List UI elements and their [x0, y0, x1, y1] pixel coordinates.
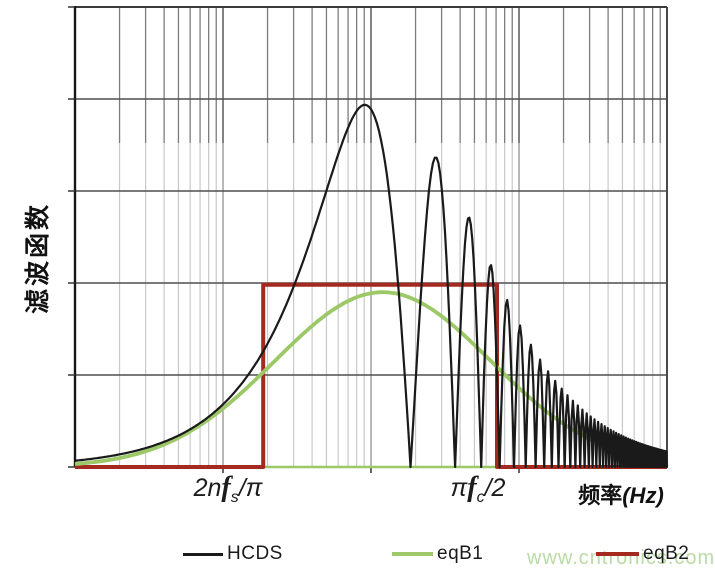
hcds-curve — [74, 103, 669, 469]
tick1-f: f — [221, 472, 231, 503]
legend-item-eqB2: eqB2 — [596, 543, 689, 565]
x-axis-label: 频率(Hz) — [578, 478, 664, 510]
legend-item-HCDS: HCDS — [183, 543, 283, 565]
chart-canvas — [68, 6, 669, 473]
x-tick-label-pifc-2: πfc/2 — [451, 472, 506, 507]
tick1-post: /π — [238, 474, 263, 502]
tick2-f: f — [467, 472, 477, 503]
tick2-pre: π — [450, 474, 468, 502]
legend-label-HCDS: HCDS — [227, 543, 283, 564]
tick2-sub: c — [476, 489, 485, 506]
y-axis-label: 滤波函数 — [23, 201, 52, 315]
tick2-post: /2 — [484, 474, 506, 502]
x-tick-label-2nfs-pi: 2nfs/π — [194, 472, 263, 507]
legend-line-eqB1 — [392, 552, 433, 556]
legend-label-eqB1: eqB1 — [437, 543, 484, 564]
legend-line-eqB2 — [596, 552, 639, 556]
legend-line-HCDS — [183, 552, 223, 556]
x-axis-label-unit: (Hz) — [622, 483, 664, 508]
tick1-pre: 2n — [193, 474, 222, 502]
x-axis-label-text: 频率 — [578, 484, 623, 509]
legend-label-eqB2: eqB2 — [643, 543, 690, 564]
legend-item-eqB1: eqB1 — [392, 543, 483, 565]
tick1-sub: s — [230, 489, 239, 506]
watermark: www.cntronics.com — [527, 547, 715, 569]
